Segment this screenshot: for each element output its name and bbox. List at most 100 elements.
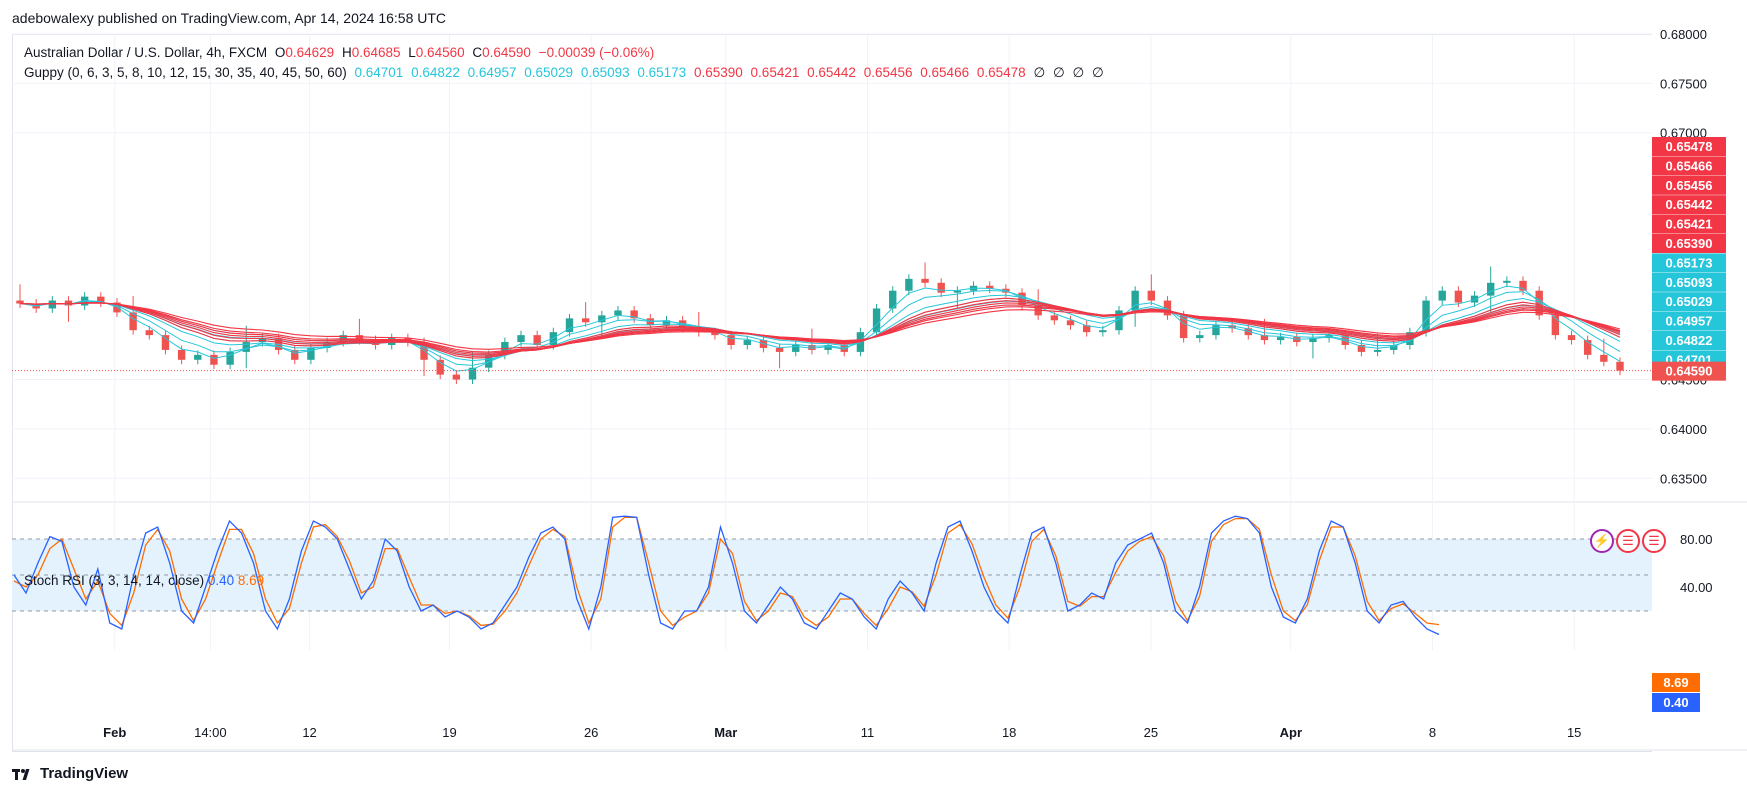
time-tick-label: 25 <box>1144 725 1158 740</box>
candle-body <box>291 349 299 360</box>
guppy-fast-ema-line <box>19 285 1621 372</box>
candle-body <box>1066 320 1075 326</box>
symbol-legend[interactable]: Australian Dollar / U.S. Dollar, 4h, FXC… <box>24 45 658 60</box>
price-tick-label: 0.64000 <box>1660 422 1707 437</box>
stoch-k-value: 0.40 <box>207 573 235 588</box>
open-value: 0.64629 <box>285 45 335 60</box>
price-label-text: 0.65173 <box>1666 255 1713 270</box>
candle-body <box>1131 290 1139 311</box>
candle-body <box>1099 330 1107 333</box>
price-label-tag <box>1652 175 1726 195</box>
tradingview-footer[interactable]: TradingView <box>12 765 128 782</box>
candle-body <box>1470 295 1479 303</box>
time-tick-label: 18 <box>1002 725 1016 740</box>
candle-body <box>808 344 816 350</box>
candle-body <box>161 335 170 350</box>
candle-body <box>210 354 218 365</box>
price-label-tag <box>1652 361 1726 381</box>
candle-body <box>905 278 913 291</box>
price-label-tag <box>1652 292 1726 312</box>
change-value: −0.00039 (−0.06%) <box>538 45 655 60</box>
time-tick-label: 11 <box>861 725 875 740</box>
guppy-empty-value: ∅ <box>1033 65 1046 80</box>
candle-body <box>48 300 57 309</box>
candle-body <box>1179 315 1188 339</box>
price-label-tag <box>1652 156 1726 176</box>
high-label: H <box>341 45 352 60</box>
candle-body <box>630 310 638 319</box>
guppy-empty-value: ∅ <box>1052 65 1065 80</box>
time-tick-label: 14:00 <box>194 725 227 740</box>
close-label: C <box>472 45 483 60</box>
guppy-fast-value: 0.64701 <box>354 65 404 80</box>
candle-body <box>711 332 719 336</box>
candle-body <box>565 318 574 333</box>
candle-body <box>662 320 671 326</box>
price-label-tag <box>1652 331 1726 350</box>
candle-body <box>1487 282 1495 296</box>
lightning-icon[interactable]: ⚡ <box>1590 529 1614 553</box>
guppy-fast-value: 0.65029 <box>524 65 574 80</box>
price-tick-label: 0.68000 <box>1660 27 1707 42</box>
stoch-rsi-pane <box>12 515 1652 636</box>
stoch-k-line <box>13 515 1440 636</box>
stoch-rsi-title: Stoch RSI (3, 3, 14, 14, close) <box>24 573 205 588</box>
stoch-value-text: 0.40 <box>1663 695 1688 710</box>
candle-body <box>889 290 897 309</box>
candle-body <box>614 310 622 316</box>
candle-body <box>1373 349 1382 352</box>
candle-body <box>743 340 751 345</box>
candle-body <box>452 374 461 380</box>
publish-line: adebowalexy published on TradingView.com… <box>12 10 447 26</box>
stoch-rsi-legend[interactable]: Stoch RSI (3, 3, 14, 14, close) 0.40 8.6… <box>24 573 264 588</box>
candle-body <box>194 354 202 360</box>
candle-body <box>775 347 784 352</box>
candle-body <box>1196 335 1204 339</box>
price-label-tag <box>1652 195 1726 215</box>
price-label-text: 0.65442 <box>1666 197 1713 212</box>
guppy-slow-value: 0.65478 <box>976 65 1026 80</box>
candle-body <box>1341 335 1349 345</box>
guppy-legend[interactable]: Guppy (0, 6, 3, 5, 8, 10, 12, 15, 30, 35… <box>24 65 1108 81</box>
price-pane <box>12 262 1652 384</box>
candle-body <box>1600 354 1608 362</box>
guppy-slow-ema-line <box>19 297 1621 359</box>
axes: 0.680000.675000.670000.645000.640000.635… <box>103 27 1726 740</box>
us-flag-icon[interactable]: ☰ <box>1642 529 1666 553</box>
event-badges[interactable]: ⚡ ☰ ☰ <box>1590 529 1666 553</box>
price-label-tag <box>1652 137 1726 156</box>
stoch-value-tag <box>1652 693 1700 712</box>
price-label-text: 0.64822 <box>1666 333 1713 348</box>
guppy-fast-ema-line <box>19 297 1621 359</box>
candle-body <box>937 282 945 293</box>
candle-body <box>1390 344 1398 350</box>
price-label-text: 0.65029 <box>1666 294 1713 309</box>
guppy-fast-ema-line <box>19 294 1621 362</box>
candle-body <box>1163 300 1172 316</box>
guppy-slow-ema-line <box>19 300 1621 357</box>
stoch-tick-label: 40.00 <box>1680 580 1713 595</box>
price-label-tag <box>1652 214 1726 234</box>
candle-body <box>581 318 590 323</box>
guppy-fast-value: 0.65093 <box>580 65 630 80</box>
candle-body <box>598 315 606 323</box>
price-label-text: 0.64957 <box>1666 314 1713 329</box>
candle-body <box>355 335 364 341</box>
stoch-tick-label: 80.00 <box>1680 532 1713 547</box>
price-tick-label: 0.67000 <box>1660 126 1707 141</box>
guppy-slow-ema-line <box>19 302 1621 353</box>
stoch-d-value: 8.69 <box>237 573 265 588</box>
candle-body <box>921 278 929 283</box>
candle-body <box>840 344 848 352</box>
price-label-text: 0.65478 <box>1666 139 1713 154</box>
footer-brand: TradingView <box>40 765 129 782</box>
time-tick-label: Mar <box>714 725 737 740</box>
price-label-tag <box>1652 272 1726 292</box>
guppy-slow-value: 0.65466 <box>920 65 970 80</box>
us-flag-icon[interactable]: ☰ <box>1616 529 1640 553</box>
price-label-text: 0.65466 <box>1666 158 1713 173</box>
candle-body <box>1357 344 1366 352</box>
guppy-empty-value: ∅ <box>1092 65 1104 80</box>
candle-body <box>1260 335 1269 341</box>
